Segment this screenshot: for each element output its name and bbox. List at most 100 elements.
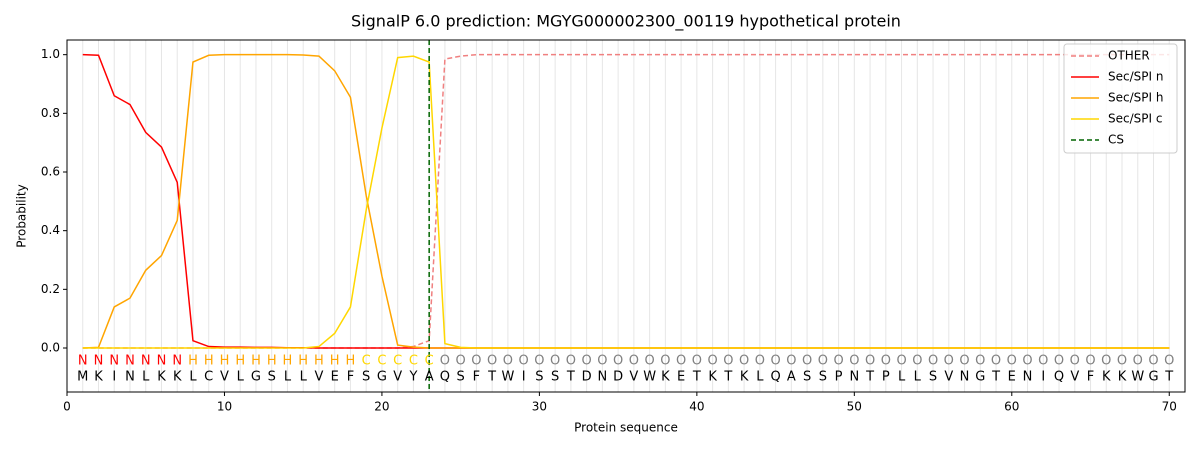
region-label: H: [204, 354, 214, 369]
region-label: O: [1133, 354, 1143, 369]
region-label: H: [267, 354, 277, 369]
residue-label: L: [142, 370, 150, 385]
region-label: O: [660, 354, 670, 369]
region-label: O: [975, 354, 985, 369]
residue-label: L: [284, 370, 292, 385]
x-axis-label: Protein sequence: [574, 421, 678, 435]
residue-label: V: [1070, 370, 1079, 385]
region-label: O: [865, 354, 875, 369]
residue-label: L: [300, 370, 308, 385]
x-tick-label: 30: [532, 400, 547, 414]
residue-label: S: [535, 370, 543, 385]
legend-label: Sec/SPI h: [1108, 91, 1163, 105]
residue-label: P: [835, 370, 843, 385]
residue-label: Y: [408, 370, 417, 385]
region-label: N: [125, 354, 135, 369]
region-label: C: [362, 354, 371, 369]
residue-label: V: [629, 370, 638, 385]
region-label: O: [944, 354, 954, 369]
residue-label: A: [787, 370, 796, 385]
chart-title: SignalP 6.0 prediction: MGYG000002300_00…: [351, 12, 901, 32]
residue-label: I: [112, 370, 116, 385]
region-label: O: [1054, 354, 1064, 369]
region-label: O: [692, 354, 702, 369]
residue-label: W: [643, 370, 656, 385]
residue-label: N: [1023, 370, 1033, 385]
y-tick-label: 0.2: [41, 282, 60, 296]
residue-label: T: [865, 370, 874, 385]
residue-label: F: [1087, 370, 1094, 385]
residue-label: T: [1164, 370, 1173, 385]
series-line: [82, 53, 1170, 349]
y-axis-label: Probability: [15, 184, 29, 247]
residue-label: S: [929, 370, 937, 385]
region-label: O: [707, 354, 717, 369]
legend-label: Sec/SPI c: [1108, 112, 1162, 126]
region-label: N: [157, 354, 167, 369]
residue-label: K: [1102, 370, 1111, 385]
region-label: O: [802, 354, 812, 369]
residue-label: C: [204, 370, 213, 385]
residue-label: W: [1131, 370, 1144, 385]
residue-label: G: [1148, 370, 1158, 385]
region-label: C: [377, 354, 386, 369]
residue-label: K: [94, 370, 103, 385]
residue-label: S: [457, 370, 465, 385]
residue-label: G: [251, 370, 261, 385]
residue-label: T: [723, 370, 732, 385]
residue-label: N: [849, 370, 859, 385]
region-label: O: [456, 354, 466, 369]
residue-label: E: [1008, 370, 1016, 385]
region-label: H: [188, 354, 198, 369]
region-label: H: [251, 354, 261, 369]
residue-label: T: [692, 370, 701, 385]
region-label: O: [597, 354, 607, 369]
residue-label: D: [582, 370, 592, 385]
region-label: O: [550, 354, 560, 369]
region-label: H: [220, 354, 230, 369]
region-label: C: [425, 354, 434, 369]
region-label: O: [1007, 354, 1017, 369]
region-label: H: [283, 354, 293, 369]
residue-label: T: [991, 370, 1000, 385]
residue-label: V: [944, 370, 953, 385]
residue-label: S: [551, 370, 559, 385]
region-label: O: [629, 354, 639, 369]
residue-label: F: [473, 370, 480, 385]
residue-label: S: [803, 370, 811, 385]
x-tick-label: 70: [1162, 400, 1177, 414]
residue-label: L: [756, 370, 764, 385]
region-label: O: [471, 354, 481, 369]
region-label: H: [298, 354, 308, 369]
residue-label: L: [914, 370, 922, 385]
region-label: O: [1164, 354, 1174, 369]
residue-label: G: [377, 370, 387, 385]
legend-box: [1063, 43, 1178, 154]
region-label: N: [109, 354, 119, 369]
region-label: O: [1070, 354, 1080, 369]
residue-label: W: [501, 370, 514, 385]
region-label: N: [172, 354, 182, 369]
x-tick-label: 40: [689, 400, 704, 414]
y-tick-label: 0.8: [41, 106, 60, 120]
region-label: O: [723, 354, 733, 369]
legend-label: Sec/SPI n: [1108, 70, 1163, 84]
region-label: O: [1022, 354, 1032, 369]
residue-label: K: [157, 370, 166, 385]
region-label: C: [393, 354, 402, 369]
region-label: O: [991, 354, 1001, 369]
region-label: O: [912, 354, 922, 369]
region-label: O: [440, 354, 450, 369]
region-label: O: [1117, 354, 1127, 369]
residue-label: Q: [1054, 370, 1064, 385]
x-tick-label: 20: [374, 400, 389, 414]
region-label: O: [519, 354, 529, 369]
region-label: O: [1038, 354, 1048, 369]
region-label: O: [566, 354, 576, 369]
region-label: O: [959, 354, 969, 369]
x-tick-label: 50: [847, 400, 862, 414]
region-label: O: [818, 354, 828, 369]
residue-label: V: [393, 370, 402, 385]
residue-label: K: [740, 370, 749, 385]
